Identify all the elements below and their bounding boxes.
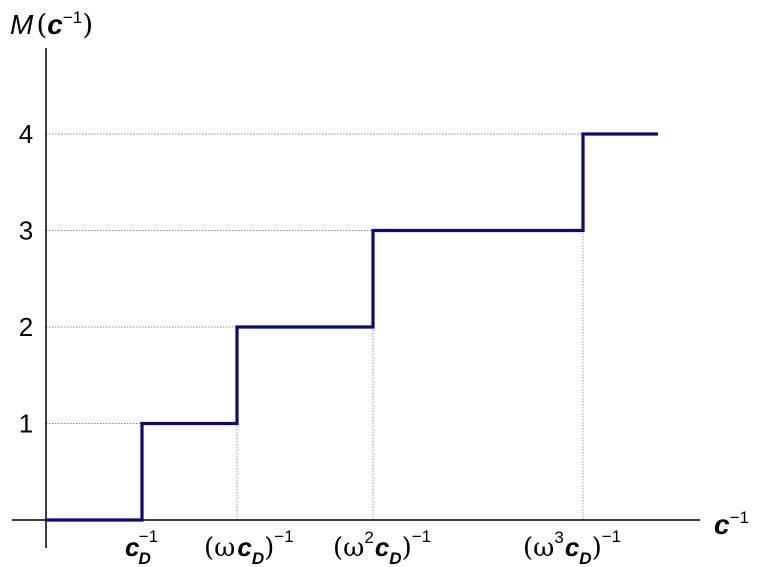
y-tick-label: 4	[19, 119, 33, 149]
x-tick-label-1: cD−1	[125, 527, 158, 567]
series-layer	[46, 132, 658, 522]
x-tick-label-4: (ω3cD)−1	[523, 527, 621, 567]
y-tick-label: 1	[19, 409, 33, 439]
y-tick-label: 2	[19, 312, 33, 342]
x-axis-label: c−1	[714, 508, 749, 540]
y-tick-labels: 1 2 3 4	[19, 119, 33, 439]
step-series-line	[46, 132, 658, 522]
x-tick-label-3: (ω2cD)−1	[333, 527, 431, 567]
x-tick-label-2: (ωcD)−1	[204, 527, 294, 567]
y-axis-label: M (c−1)	[10, 8, 93, 41]
x-tick-labels: cD−1 (ωcD)−1 (ω2cD)−1 (ω3cD)−1	[125, 527, 621, 567]
y-tick-label: 3	[19, 216, 33, 246]
